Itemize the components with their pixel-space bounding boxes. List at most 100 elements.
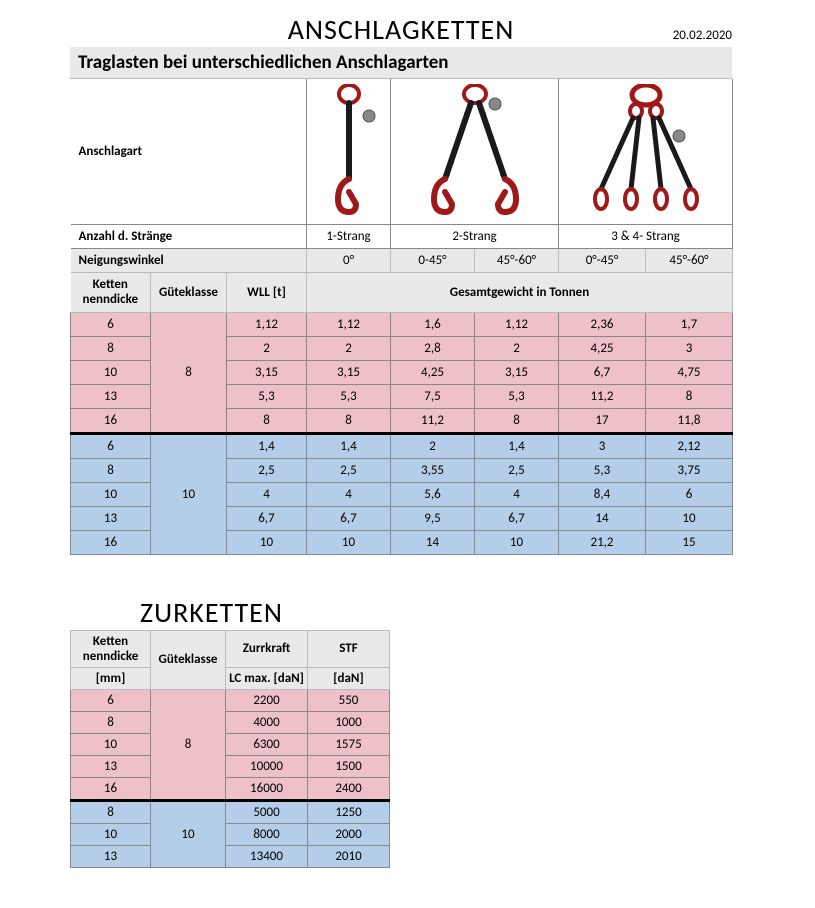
cell-value: 2 (475, 336, 559, 360)
cell-value: 10 (307, 530, 391, 554)
subtitle-bar: Traglasten bei unterschiedlichen Anschla… (70, 47, 732, 79)
angle-3: 0°-45° (559, 248, 646, 272)
zurketten-table: Ketten nenndicke Güteklasse Zurrkraft ST… (70, 630, 390, 868)
cell-wll: 2,5 (227, 458, 307, 482)
cell-lc: 16000 (226, 777, 308, 800)
cell-dia: 16 (71, 777, 151, 800)
cell-stf: 1000 (308, 711, 390, 733)
cell-stf: 2010 (308, 845, 390, 867)
cell-value: 1,7 (646, 312, 733, 336)
cell-value: 14 (391, 530, 475, 554)
z-col-zurr: Zurrkraft (226, 630, 308, 667)
label-angle: Neigungswinkel (71, 248, 307, 272)
cell-lc: 2200 (226, 689, 308, 711)
cell-dia: 6 (71, 312, 151, 336)
cell-value: 2,5 (307, 458, 391, 482)
cell-value: 8,4 (559, 482, 646, 506)
cell-value: 11,2 (559, 384, 646, 408)
cell-value: 3,75 (646, 458, 733, 482)
chain-img-34strang (559, 79, 733, 224)
cell-dia: 10 (71, 733, 151, 755)
cell-value: 15 (646, 530, 733, 554)
cell-value: 4,25 (559, 336, 646, 360)
cell-dia: 13 (71, 755, 151, 777)
cell-dia: 16 (71, 408, 151, 433)
cell-value: 2,36 (559, 312, 646, 336)
cell-lc: 8000 (226, 823, 308, 845)
page: ANSCHLAGKETTEN 20.02.2020 Traglasten bei… (0, 12, 815, 868)
cell-wll: 5,3 (227, 384, 307, 408)
cell-stf: 550 (308, 689, 390, 711)
label-strands: Anzahl d. Stränge (71, 224, 307, 248)
chain-img-2strang (391, 79, 559, 224)
cell-value: 1,4 (475, 433, 559, 458)
cell-dia: 8 (71, 458, 151, 482)
cell-dia: 13 (71, 384, 151, 408)
table-row: 1080002000 (71, 823, 390, 845)
cell-lc: 10000 (226, 755, 308, 777)
cell-value: 1,12 (307, 312, 391, 336)
strand-2: 2-Strang (391, 224, 559, 248)
cell-value: 3,15 (475, 360, 559, 384)
table-row: 1063001575 (71, 733, 390, 755)
cell-dia: 10 (71, 360, 151, 384)
cell-value: 2,8 (391, 336, 475, 360)
cell-gute: 8 (151, 312, 227, 433)
cell-dia: 8 (71, 800, 151, 823)
cell-value: 2,5 (475, 458, 559, 482)
cell-wll: 8 (227, 408, 307, 433)
cell-value: 6,7 (475, 506, 559, 530)
zur-hdr-2: [mm] LC max. [daN] [daN] (71, 667, 390, 689)
cell-value: 14 (559, 506, 646, 530)
cell-value: 11,8 (646, 408, 733, 433)
anschlagketten-table: Anschlagart (70, 79, 733, 555)
cell-gute: 8 (151, 689, 226, 800)
cell-value: 10 (646, 506, 733, 530)
cell-value: 4 (475, 482, 559, 506)
table-row: 13 100001500 (71, 755, 390, 777)
cell-dia: 6 (71, 433, 151, 458)
cell-stf: 2000 (308, 823, 390, 845)
z-col-ketten: Ketten nenndicke (71, 630, 151, 667)
cell-gute: 10 (151, 433, 227, 554)
cell-wll: 1,12 (227, 312, 307, 336)
cell-gute: 10 (151, 800, 226, 867)
angle-2: 45°-60° (475, 248, 559, 272)
cell-stf: 2400 (308, 777, 390, 800)
table-row: 682200550 (71, 689, 390, 711)
row-strands: Anzahl d. Stränge 1-Strang 2-Strang 3 & … (71, 224, 733, 248)
cell-dia: 6 (71, 689, 151, 711)
z-col-lc: LC max. [daN] (226, 667, 308, 689)
cell-value: 1,6 (391, 312, 475, 336)
zurketten-title: ZURKETTEN (70, 595, 815, 630)
z-col-mm: [mm] (71, 667, 151, 689)
cell-value: 3,55 (391, 458, 475, 482)
table-row: 13 134002010 (71, 845, 390, 867)
cell-value: 3,15 (307, 360, 391, 384)
chain-1-icon (320, 84, 378, 219)
cell-lc: 5000 (226, 800, 308, 823)
angle-1: 0-45° (391, 248, 475, 272)
cell-value: 8 (475, 408, 559, 433)
cell-dia: 16 (71, 530, 151, 554)
cell-dia: 13 (71, 506, 151, 530)
chain-img-1strang (307, 79, 391, 224)
cell-value: 5,3 (307, 384, 391, 408)
table-row: 840001000 (71, 711, 390, 733)
col-ketten: Ketten nenndicke (71, 272, 151, 312)
cell-value: 4,75 (646, 360, 733, 384)
title-text: ANSCHLAGKETTEN (288, 12, 515, 47)
cell-lc: 13400 (226, 845, 308, 867)
z-col-stf: STF (308, 630, 390, 667)
cell-dia: 13 (71, 845, 151, 867)
col-gute: Güteklasse (151, 272, 227, 312)
cell-wll: 4 (227, 482, 307, 506)
date-text: 20.02.2020 (673, 28, 732, 43)
table-row: 81050001250 (71, 800, 390, 823)
cell-value: 1,12 (475, 312, 559, 336)
cell-stf: 1500 (308, 755, 390, 777)
cell-value: 6,7 (559, 360, 646, 384)
cell-value: 6 (646, 482, 733, 506)
row-angle: Neigungswinkel 0° 0-45° 45°-60° 0°-45° 4… (71, 248, 733, 272)
cell-stf: 1575 (308, 733, 390, 755)
